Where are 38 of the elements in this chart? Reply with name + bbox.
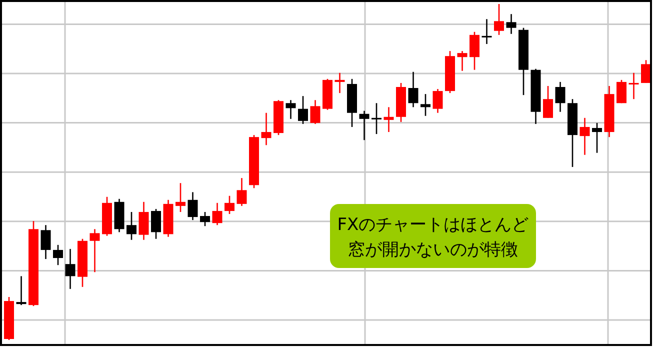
candlestick bbox=[286, 99, 296, 120]
candlestick bbox=[90, 228, 100, 273]
annotation: FXのチャートはほとんど窓が開かないのが特徴 bbox=[337, 215, 529, 260]
candlestick bbox=[126, 211, 136, 241]
candlestick bbox=[457, 50, 468, 72]
candlestick bbox=[236, 177, 247, 207]
candlestick bbox=[16, 276, 26, 306]
candlestick bbox=[138, 201, 149, 241]
candlestick bbox=[359, 110, 370, 141]
candlestick bbox=[40, 224, 51, 260]
candlestick bbox=[384, 106, 394, 133]
candlestick bbox=[372, 102, 382, 135]
candlestick bbox=[506, 13, 516, 35]
candlestick bbox=[420, 93, 430, 117]
candlestick bbox=[212, 202, 222, 226]
candlestick bbox=[261, 112, 272, 146]
candlestick bbox=[628, 72, 639, 100]
candlestick bbox=[224, 195, 234, 215]
candlestick bbox=[200, 211, 210, 227]
candlestick bbox=[408, 71, 418, 108]
candlestick bbox=[470, 31, 480, 71]
candlestick bbox=[482, 18, 492, 45]
candlestick bbox=[176, 182, 186, 213]
candlestick bbox=[580, 117, 590, 156]
candlestick bbox=[616, 79, 626, 104]
candlestick bbox=[641, 59, 651, 84]
candlestick bbox=[592, 122, 602, 154]
candlestick bbox=[334, 72, 345, 94]
candlestick bbox=[543, 85, 553, 119]
candlestick bbox=[494, 3, 504, 36]
candlestick bbox=[432, 88, 443, 114]
candlestick bbox=[298, 95, 308, 125]
candlestick bbox=[310, 99, 320, 125]
candlestick bbox=[555, 81, 566, 113]
candlestick bbox=[151, 208, 161, 240]
candlestick bbox=[65, 248, 76, 290]
candlestick bbox=[188, 192, 198, 221]
candlestick bbox=[53, 244, 63, 266]
